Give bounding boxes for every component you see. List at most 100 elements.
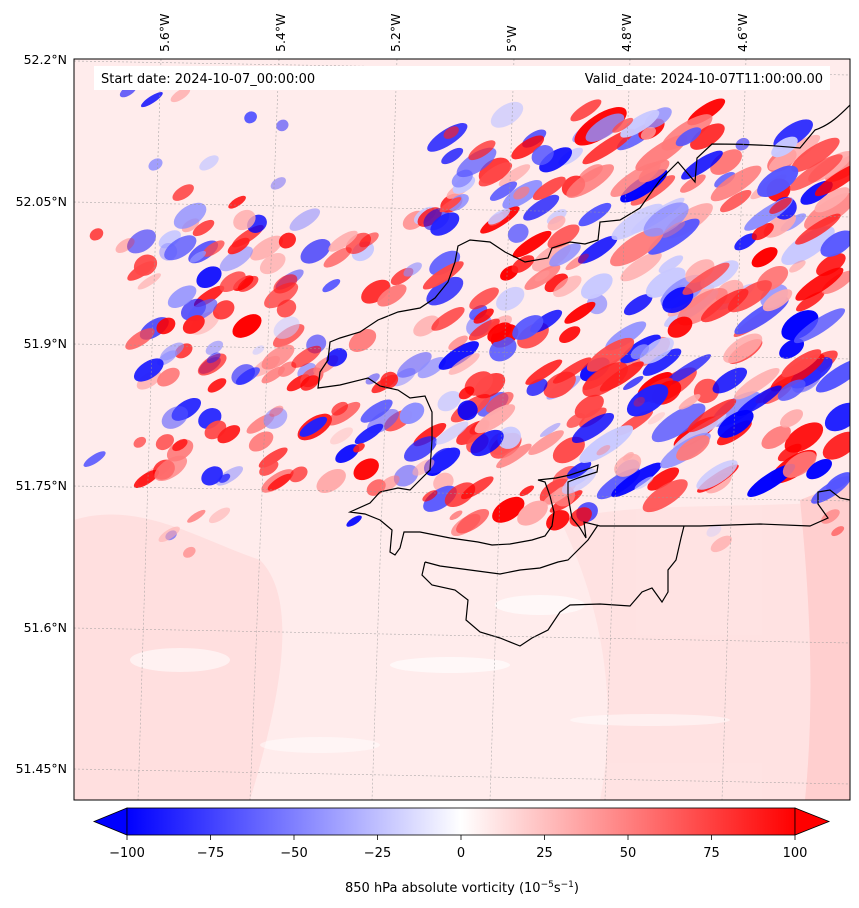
vorticity-cell	[158, 526, 180, 543]
vorticity-cell	[544, 273, 569, 293]
vorticity-cell	[127, 229, 156, 254]
vorticity-cell	[172, 184, 194, 201]
vorticity-cell	[449, 510, 463, 521]
vorticity-cell	[300, 375, 319, 391]
vorticity-cell	[552, 357, 592, 384]
vorticity-cell	[273, 316, 300, 339]
vorticity-cell	[259, 253, 286, 275]
vorticity-cell	[824, 402, 850, 432]
vorticity-cell	[795, 213, 841, 245]
vorticity-cell	[250, 235, 283, 261]
vorticity-cell	[795, 267, 844, 301]
lat-label-52-05n: 52.05°N	[16, 194, 67, 209]
colorbar-extend-max	[794, 807, 831, 836]
vorticity-cell	[513, 186, 530, 200]
vorticity-cell	[781, 349, 822, 378]
vorticity-cell	[425, 447, 461, 474]
vorticity-cell	[458, 386, 475, 400]
vorticity-cell	[412, 459, 435, 476]
vorticity-cell	[547, 224, 580, 249]
vorticity-cell	[300, 239, 331, 264]
vorticity-cell	[403, 262, 422, 277]
vorticity-cell	[751, 223, 774, 241]
vorticity-cell	[816, 253, 846, 277]
vorticity-cell	[525, 359, 563, 385]
vorticity-cell	[700, 288, 749, 323]
vorticity-cell	[511, 135, 545, 160]
colorbar-tick-label: 50	[620, 846, 637, 861]
vorticity-cell	[457, 400, 478, 421]
vorticity-cell	[642, 479, 688, 513]
vorticity-cell	[468, 318, 500, 341]
vorticity-cell	[164, 235, 197, 261]
vorticity-cell	[815, 358, 850, 393]
vorticity-cell	[291, 345, 322, 368]
vorticity-cell	[579, 407, 607, 428]
vorticity-cell	[328, 230, 358, 252]
vorticity-cell	[761, 425, 791, 449]
colorbar: −100 −75 −50 −25 0 25 50 75 100 850 hPa absolute…	[92, 807, 831, 896]
vorticity-cell	[661, 221, 686, 238]
vorticity-cell	[633, 396, 645, 407]
coastline	[317, 104, 850, 647]
vorticity-cell	[133, 436, 147, 448]
vorticity-cell	[335, 444, 360, 463]
vorticity-cell	[640, 127, 656, 140]
vorticity-cell	[189, 250, 207, 263]
vorticity-cell	[348, 329, 377, 352]
vorticity-cell	[578, 202, 612, 227]
vorticity-cell	[380, 475, 400, 491]
colorbar-label-exp1: −5	[541, 880, 554, 890]
vorticity-cell	[89, 228, 104, 241]
vorticity-cell	[456, 147, 497, 178]
vorticity-cell	[183, 546, 196, 558]
vorticity-cell	[498, 164, 531, 187]
vorticity-cell	[675, 127, 702, 147]
vorticity-cell	[490, 101, 524, 128]
vorticity-cell	[734, 367, 780, 400]
vorticity-cell	[682, 262, 730, 295]
vorticity-cell	[658, 255, 684, 274]
vorticity-cell	[429, 250, 461, 276]
vorticity-cell	[681, 150, 723, 180]
vorticity-cell	[156, 317, 176, 335]
vorticity-cell	[539, 147, 573, 173]
vorticity-cell	[693, 378, 720, 404]
vorticity-cell	[717, 409, 754, 438]
vorticity-cell	[635, 134, 688, 172]
vorticity-cell	[623, 294, 653, 316]
vorticity-cell	[651, 403, 706, 443]
vorticity-cell	[470, 429, 504, 457]
vorticity-cell	[353, 458, 379, 481]
vorticity-cell	[814, 187, 850, 213]
vorticity-cell	[327, 401, 361, 426]
vorticity-cell	[403, 436, 438, 462]
vorticity-cell	[821, 509, 840, 524]
vorticity-cell	[161, 406, 189, 429]
vorticity-cell	[762, 289, 793, 312]
vorticity-cell	[582, 362, 629, 397]
vorticity-cell	[680, 174, 706, 193]
vorticity-cell	[512, 230, 552, 258]
vorticity-cell	[422, 490, 438, 502]
vorticity-cell	[643, 202, 689, 237]
vorticity-cell	[133, 358, 164, 382]
vorticity-cell	[478, 162, 513, 187]
vorticity-cell	[662, 354, 712, 387]
colorbar-label-exp2: −1	[561, 880, 574, 890]
colorbar-ticks: −100 −75 −50 −25 0 25 50 75 100	[109, 835, 807, 861]
vorticity-cell	[299, 416, 328, 437]
vorticity-cell	[586, 337, 635, 372]
vorticity-cell	[187, 509, 206, 523]
vorticity-cell	[261, 366, 285, 384]
vorticity-cell	[269, 405, 284, 417]
vorticity-cell	[127, 261, 155, 281]
vorticity-cell	[734, 233, 757, 251]
vorticity-field	[74, 480, 850, 800]
vorticity-cell	[696, 460, 738, 490]
map-frame	[73, 58, 851, 801]
vorticity-cell	[553, 275, 582, 298]
vorticity-blobs	[83, 84, 850, 558]
vorticity-cell	[172, 438, 188, 452]
vorticity-cell	[354, 423, 384, 445]
